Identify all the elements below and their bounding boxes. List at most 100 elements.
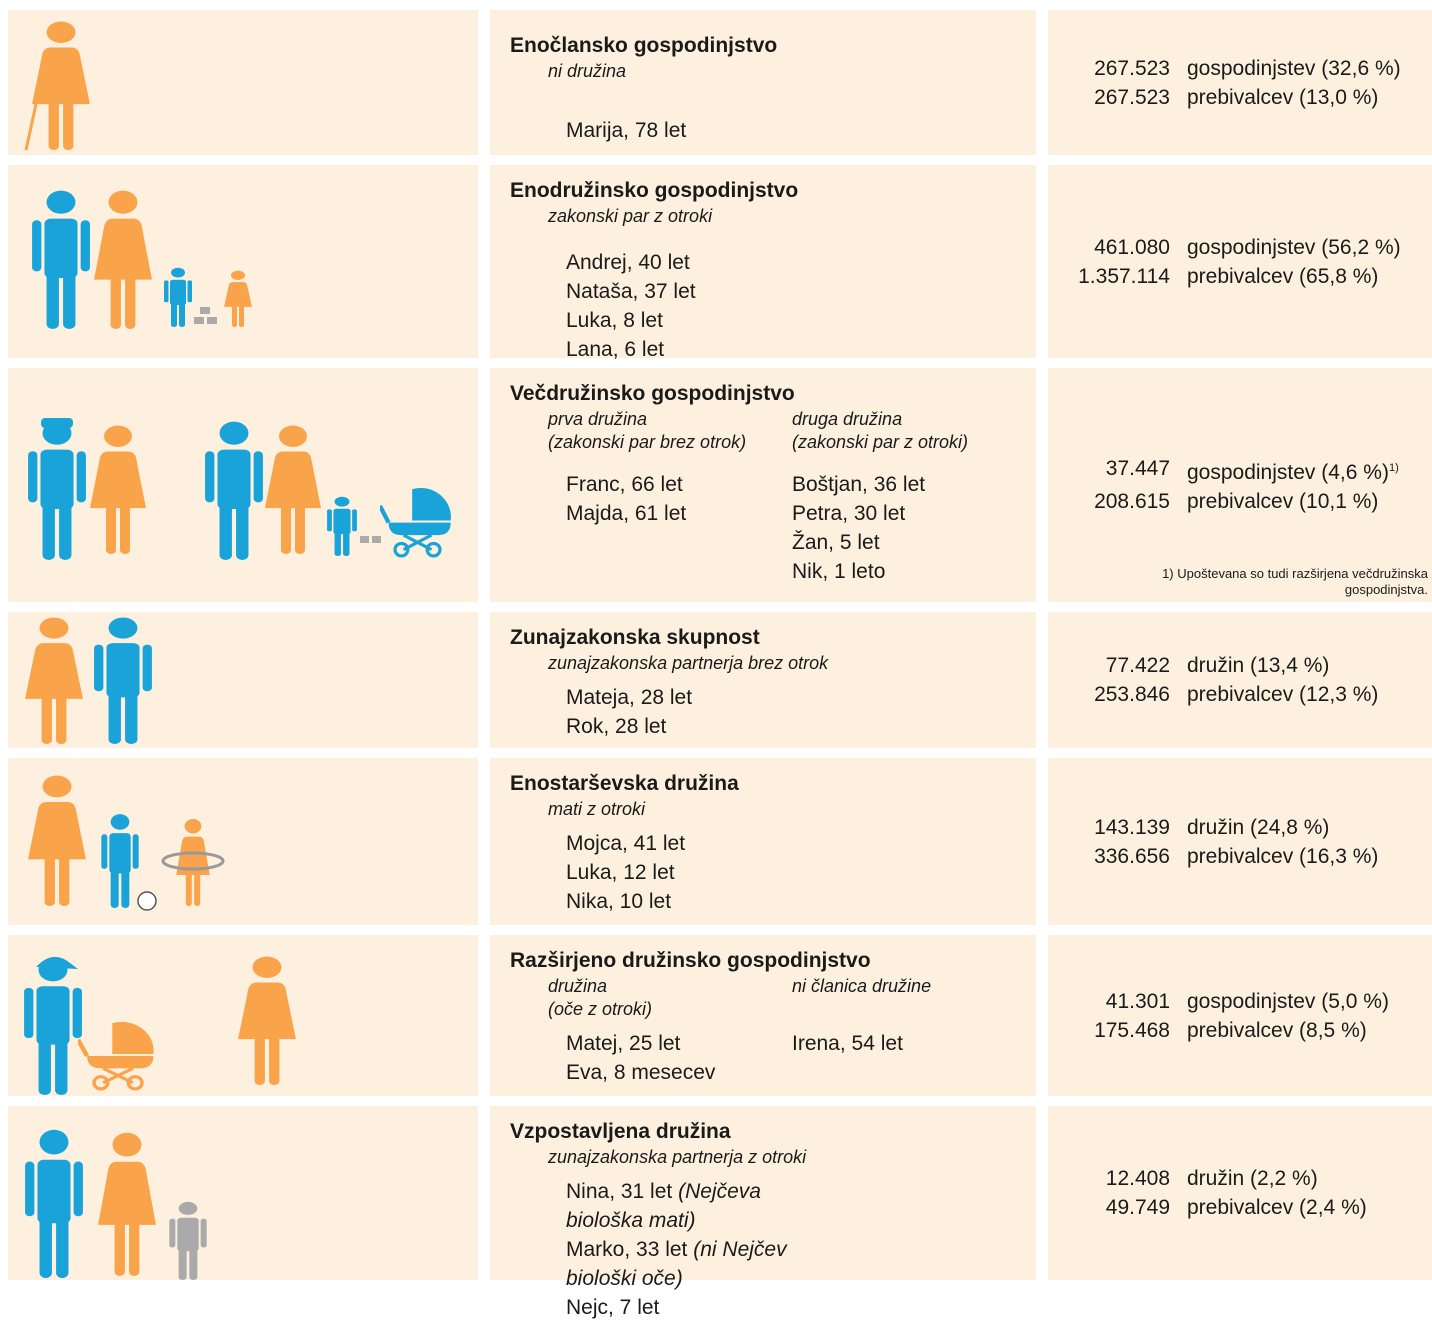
row-title: Razširjeno družinsko gospodinjstvo (510, 947, 1036, 975)
stat-number: 77.422 (1048, 651, 1170, 680)
block (207, 317, 217, 324)
person: Majda, 61 let (566, 499, 792, 528)
man-icon (24, 959, 82, 1095)
person: Luka, 8 let (566, 306, 830, 335)
icons (8, 758, 478, 925)
groups: prva družina(zakonski par brez otrok) Fra… (548, 408, 1036, 586)
stats-cell: 143.139družin (24,8 %)336.656prebivalcev… (1048, 758, 1432, 925)
heading-line: družina (548, 975, 792, 998)
description-cell: Vzpostavljena družinazunajzakonska partn… (490, 1106, 1036, 1280)
person-name: Nina, 31 let (566, 1180, 672, 1203)
group-heading: družina(oče z otroki) (548, 975, 792, 1021)
stat-label: prebivalcev (12,3 %) (1187, 680, 1378, 709)
cane (26, 86, 40, 150)
man-icon (25, 1130, 83, 1278)
child-icon (101, 814, 138, 908)
stat-label: prebivalcev (8,5 %) (1187, 1016, 1367, 1045)
child-icon (164, 268, 192, 327)
stat-number: 267.523 (1048, 54, 1170, 83)
stat-label: prebivalcev (2,4 %) (1187, 1193, 1367, 1222)
icons (8, 612, 478, 748)
stat-label: gospodinjstev (4,6 %)1) (1187, 454, 1399, 487)
stat-label: prebivalcev (10,1 %) (1187, 487, 1378, 516)
stat-label-text: gospodinjstev (56,2 %) (1187, 236, 1401, 259)
icons (8, 1106, 478, 1280)
person: Rok, 28 let (566, 712, 830, 741)
man-icon (32, 191, 90, 329)
stat-label: gospodinjstev (5,0 %) (1187, 987, 1389, 1016)
person: Eva, 8 mesecev (566, 1058, 792, 1087)
man-icon (205, 422, 263, 560)
stat-label: družin (2,2 %) (1187, 1164, 1318, 1193)
group: Nina, 31 let (Nejčeva biološka mati)Mark… (548, 1169, 830, 1322)
row-subtitle: zunajzakonska partnerja brez otrok (548, 652, 1036, 675)
icon-cell (8, 165, 478, 358)
heading-line: (oče z otroki) (548, 998, 792, 1021)
woman-icon (90, 426, 146, 554)
group: Marija, 78 let (548, 83, 830, 145)
heading-line: (zakonski par z otroki) (792, 431, 1036, 454)
row-subtitle: zakonski par z otroki (548, 205, 1036, 228)
child-icon (169, 1202, 206, 1280)
stat-label-text: prebivalcev (16,3 %) (1187, 845, 1378, 868)
footnote: 1) Upoštevana so tudi razširjena večdruž… (1088, 566, 1428, 598)
heading-line: prva družina (548, 408, 792, 431)
icons (8, 10, 478, 155)
person: Marko, 33 let (ni Nejčev biološki oče) (566, 1235, 830, 1293)
people-list: Marija, 78 let (566, 116, 830, 145)
stat-label-text: družin (13,4 %) (1187, 654, 1329, 677)
stat-label: družin (13,4 %) (1187, 651, 1329, 680)
stat-line: 49.749prebivalcev (2,4 %) (1048, 1193, 1432, 1222)
group-heading: prva družina(zakonski par brez otrok) (548, 408, 792, 454)
ball (138, 892, 156, 910)
stat-label-text: prebivalcev (10,1 %) (1187, 490, 1378, 513)
group: druga družina(zakonski par z otroki) Bošt… (792, 408, 1036, 586)
woman-icon (25, 618, 83, 744)
person-name: Marko, 33 let (566, 1238, 687, 1261)
person: Žan, 5 let (792, 528, 1036, 557)
person: Irena, 54 let (792, 1029, 1036, 1058)
stat-number: 461.080 (1048, 233, 1170, 262)
group-heading: druga družina(zakonski par z otroki) (792, 408, 1036, 454)
group: prva družina(zakonski par brez otrok) Fra… (548, 408, 792, 586)
stat-number: 175.468 (1048, 1016, 1170, 1045)
row-title: Večdružinsko gospodinjstvo (510, 380, 1036, 408)
stat-number: 41.301 (1048, 987, 1170, 1016)
groups: Marija, 78 let (548, 83, 1036, 145)
person: Franc, 66 let (566, 470, 792, 499)
person: Nik, 1 leto (792, 557, 1036, 586)
group: Mojca, 41 letLuka, 12 letNika, 10 let (548, 821, 830, 916)
man-icon (94, 618, 152, 744)
stat-label-text: prebivalcev (13,0 %) (1187, 86, 1378, 109)
stat-label: gospodinjstev (56,2 %) (1187, 233, 1401, 262)
icons (8, 935, 478, 1096)
row-subtitle: mati z otroki (548, 798, 1036, 821)
stat-number: 267.523 (1048, 83, 1170, 112)
stat-label-text: prebivalcev (12,3 %) (1187, 683, 1378, 706)
icon-cell (8, 612, 478, 748)
row-title: Enodružinsko gospodinjstvo (510, 177, 1036, 205)
icon-cell (8, 10, 478, 155)
person: Nejc, 7 let (566, 1293, 830, 1322)
child-icon (224, 271, 252, 327)
person: Matej, 25 let (566, 1029, 792, 1058)
person: Boštjan, 36 let (792, 470, 1036, 499)
person: Mateja, 28 let (566, 683, 830, 712)
